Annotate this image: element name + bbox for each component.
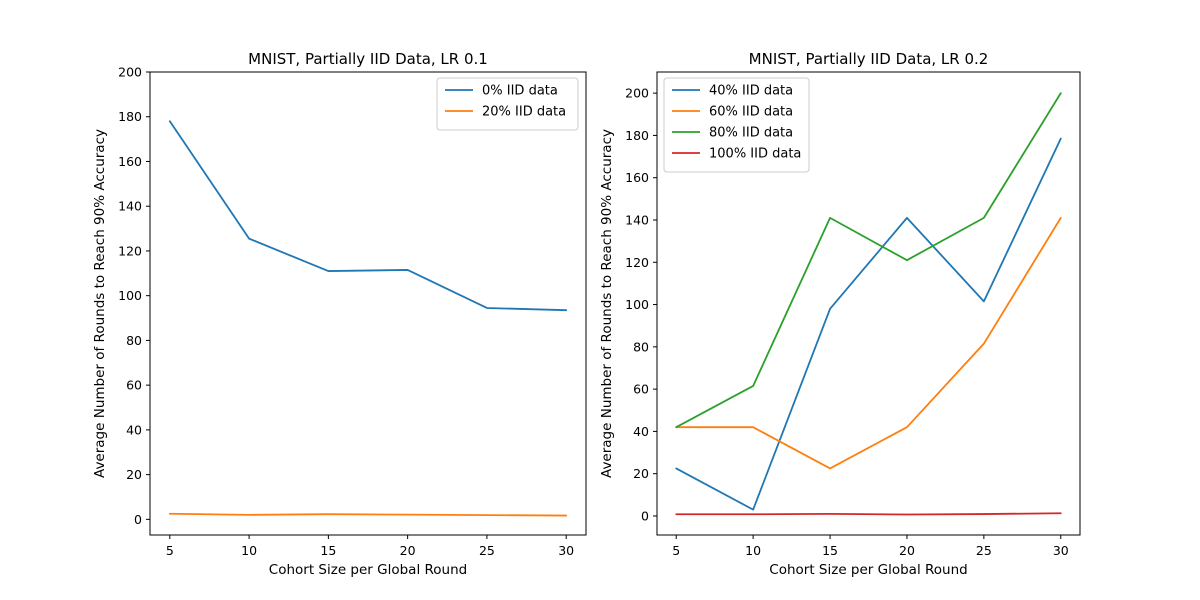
y-tick-label: 160	[625, 170, 649, 185]
series-line-1	[168, 120, 568, 312]
y-tick-label: 200	[118, 65, 142, 80]
series-line-1	[675, 137, 1062, 511]
y-tick-label: 20	[633, 466, 649, 481]
chart-title: MNIST, Partially IID Data, LR 0.1	[248, 50, 488, 68]
legend: 0% IID data 20% IID data	[436, 77, 579, 131]
y-tick-label: 120	[118, 243, 142, 258]
series-line-4	[675, 512, 1062, 516]
y-tick-label: 200	[625, 86, 649, 101]
x-tick-label: 30	[558, 543, 574, 558]
legend-label: 60% IID data	[709, 105, 793, 120]
x-tick-label: 20	[400, 543, 416, 558]
plot-frame	[149, 71, 587, 536]
x-axis-label: Cohort Size per Global Round	[269, 562, 467, 578]
series-line-2	[675, 216, 1062, 470]
chart-left: 5 10 15 20 25 30 0 20 40 60 80 100 120 140 160 180 200 MN…	[92, 50, 587, 578]
y-tick-label: 0	[641, 508, 649, 523]
y-tick-label: 140	[625, 212, 649, 227]
y-tick-label: 120	[625, 255, 649, 270]
y-tick-label: 20	[126, 467, 142, 482]
series-line-3	[675, 92, 1062, 429]
x-tick-label: 5	[672, 543, 680, 558]
legend: 40% IID data 60% IID data 80% IID data 100%…	[663, 77, 810, 173]
x-tick-label: 10	[745, 543, 761, 558]
legend-box	[436, 77, 579, 131]
y-tick-label: 180	[118, 109, 142, 124]
y-tick-label: 100	[625, 297, 649, 312]
x-tick-label: 30	[1053, 543, 1069, 558]
y-tick-label: 180	[625, 128, 649, 143]
plot-frame	[656, 71, 1081, 536]
x-tick-label: 5	[166, 543, 174, 558]
y-tick-label: 100	[118, 288, 142, 303]
y-tick-label: 80	[126, 333, 142, 348]
y-tick-label: 60	[126, 378, 142, 393]
series-line-2	[168, 512, 568, 517]
legend-label: 0% IID data	[482, 84, 558, 99]
x-tick-label: 20	[899, 543, 915, 558]
legend-label: 100% IID data	[709, 147, 801, 162]
x-tick-label: 25	[976, 543, 992, 558]
legend-label: 80% IID data	[709, 126, 793, 141]
x-tick-label: 10	[241, 543, 257, 558]
x-tick-label: 25	[479, 543, 495, 558]
y-axis-label: Average Number of Rounds to Reach 90% Ac…	[599, 129, 615, 478]
y-tick-label: 140	[118, 199, 142, 214]
x-axis-label: Cohort Size per Global Round	[769, 562, 967, 578]
legend-label: 40% IID data	[709, 84, 793, 99]
chart-title: MNIST, Partially IID Data, LR 0.2	[749, 50, 989, 68]
legend-box	[663, 77, 810, 173]
chart-right: 5 10 15 20 25 30 0 20 40 60 80 100 120 140 160 180 200 MN…	[599, 50, 1081, 578]
y-tick-label: 0	[134, 512, 142, 527]
legend-label: 20% IID data	[482, 105, 566, 120]
y-axis-label: Average Number of Rounds to Reach 90% Ac…	[92, 129, 108, 478]
y-tick-label: 80	[633, 339, 649, 354]
x-tick-label: 15	[822, 543, 838, 558]
y-tick-label: 60	[633, 382, 649, 397]
y-tick-label: 40	[633, 424, 649, 439]
y-tick-label: 40	[126, 422, 142, 437]
x-tick-label: 15	[320, 543, 336, 558]
y-tick-label: 160	[118, 154, 142, 169]
